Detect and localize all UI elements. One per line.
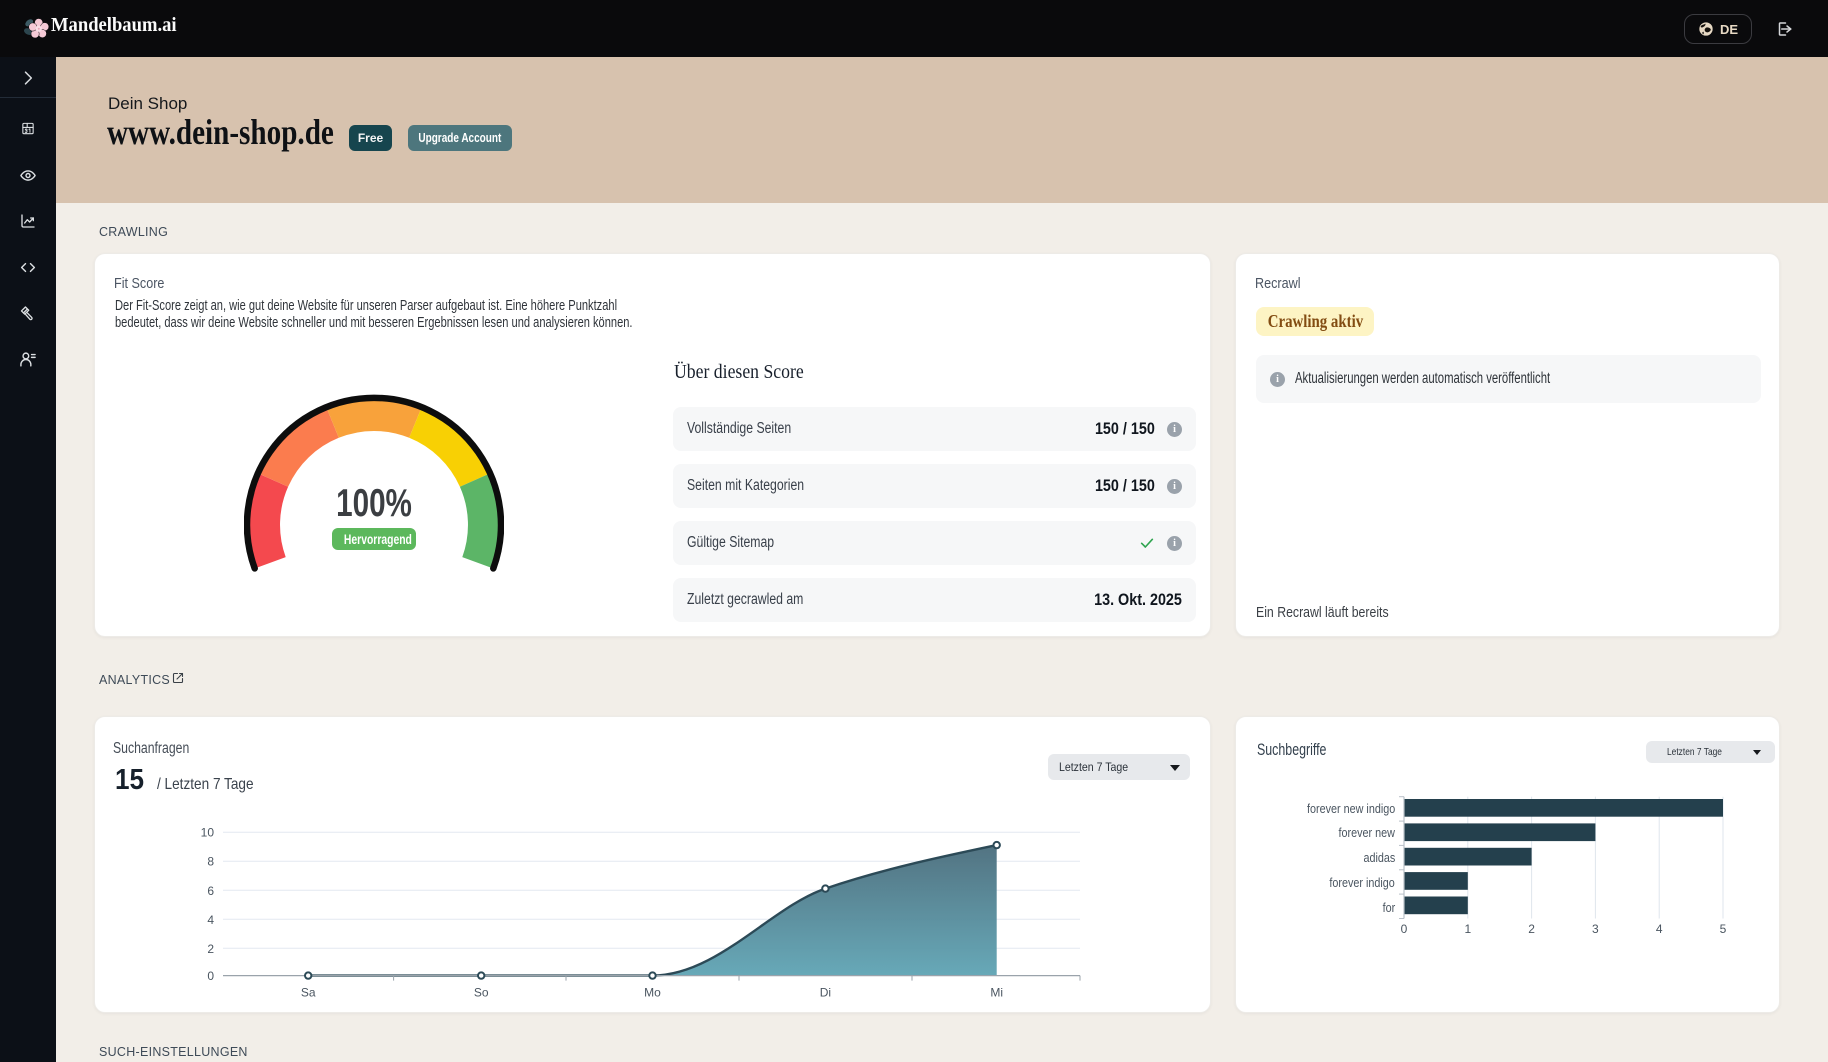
svg-text:6: 6 xyxy=(207,884,214,898)
svg-text:0: 0 xyxy=(207,969,214,983)
svg-text:5: 5 xyxy=(1720,922,1727,936)
svg-text:2: 2 xyxy=(1528,922,1535,936)
svg-text:Di: Di xyxy=(820,986,831,1000)
svg-text:Mi: Mi xyxy=(990,986,1003,1000)
svg-text:8: 8 xyxy=(207,855,214,869)
svg-text:4: 4 xyxy=(1656,922,1663,936)
svg-text:4: 4 xyxy=(207,913,214,927)
svg-text:So: So xyxy=(474,986,489,1000)
svg-text:10: 10 xyxy=(201,826,215,840)
svg-text:2: 2 xyxy=(207,942,214,956)
svg-text:3: 3 xyxy=(1592,922,1599,936)
svg-text:Sa: Sa xyxy=(301,986,316,1000)
svg-text:1: 1 xyxy=(1464,922,1471,936)
svg-text:Mo: Mo xyxy=(644,986,661,1000)
svg-text:0: 0 xyxy=(1401,922,1408,936)
